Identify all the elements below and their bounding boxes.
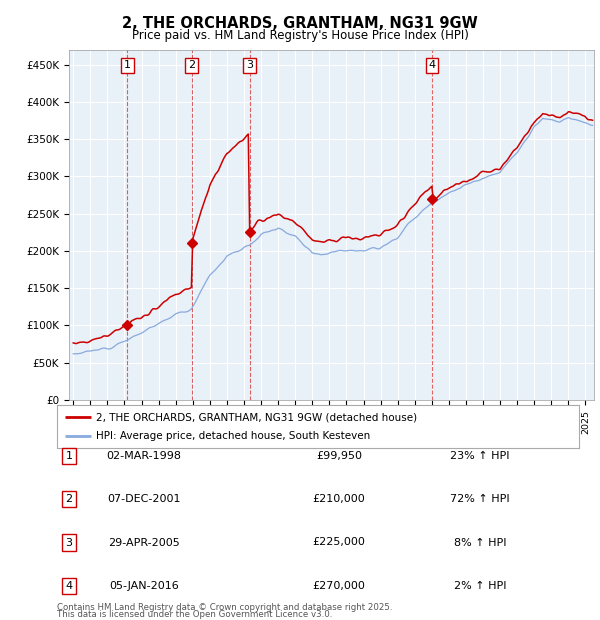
Text: 2, THE ORCHARDS, GRANTHAM, NG31 9GW: 2, THE ORCHARDS, GRANTHAM, NG31 9GW	[122, 16, 478, 30]
Text: £99,950: £99,950	[316, 451, 362, 461]
Text: 3: 3	[246, 60, 253, 70]
Text: 2% ↑ HPI: 2% ↑ HPI	[454, 581, 506, 591]
Text: 2: 2	[65, 494, 73, 504]
Text: 2: 2	[188, 60, 195, 70]
Text: Price paid vs. HM Land Registry's House Price Index (HPI): Price paid vs. HM Land Registry's House …	[131, 29, 469, 42]
Text: 23% ↑ HPI: 23% ↑ HPI	[450, 451, 510, 461]
Text: 07-DEC-2001: 07-DEC-2001	[107, 494, 181, 504]
Text: 4: 4	[65, 581, 73, 591]
Text: HPI: Average price, detached house, South Kesteven: HPI: Average price, detached house, Sout…	[96, 431, 370, 441]
Text: 72% ↑ HPI: 72% ↑ HPI	[450, 494, 510, 504]
Text: 1: 1	[124, 60, 131, 70]
Text: 8% ↑ HPI: 8% ↑ HPI	[454, 538, 506, 547]
Text: 1: 1	[65, 451, 73, 461]
Text: 4: 4	[428, 60, 436, 70]
Text: This data is licensed under the Open Government Licence v3.0.: This data is licensed under the Open Gov…	[57, 609, 332, 619]
Text: 02-MAR-1998: 02-MAR-1998	[107, 451, 182, 461]
Text: £225,000: £225,000	[313, 538, 365, 547]
Text: Contains HM Land Registry data © Crown copyright and database right 2025.: Contains HM Land Registry data © Crown c…	[57, 603, 392, 612]
Text: 2, THE ORCHARDS, GRANTHAM, NG31 9GW (detached house): 2, THE ORCHARDS, GRANTHAM, NG31 9GW (det…	[96, 412, 417, 422]
Text: 3: 3	[65, 538, 73, 547]
Text: £210,000: £210,000	[313, 494, 365, 504]
Text: £270,000: £270,000	[313, 581, 365, 591]
Text: 05-JAN-2016: 05-JAN-2016	[109, 581, 179, 591]
Text: 29-APR-2005: 29-APR-2005	[108, 538, 180, 547]
